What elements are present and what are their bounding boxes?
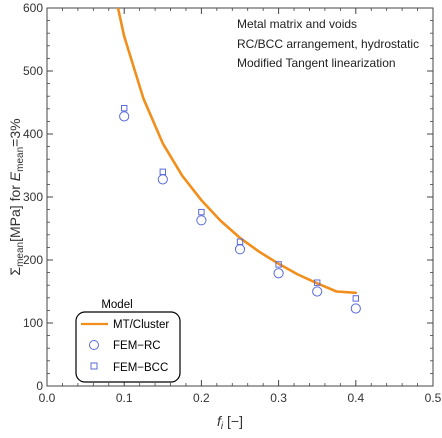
x-tick-label: 0.5: [425, 391, 442, 405]
x-tick-label: 0.1: [116, 391, 133, 405]
y-axis-title: Σmean[MPa] for Emean=3%: [7, 118, 26, 275]
y-tick-label: 600: [23, 1, 43, 15]
data-point-fem-bcc: [314, 279, 321, 286]
xlabel-main: f: [217, 413, 223, 429]
series-line-mt-cluster: [116, 8, 358, 295]
x-axis-title: fi [−]: [217, 413, 243, 432]
legend-label-fem-bcc: FEM−BCC: [113, 362, 168, 374]
data-point-fem-bcc: [352, 295, 360, 302]
axes: 0.0 0.1 0.2 0.3 0.4 0.5 0 100 200 300 400 500 600: [23, 1, 442, 405]
data-point-fem-rc: [234, 244, 246, 255]
ylabel-sigma-sub: mean: [15, 242, 26, 267]
data-point-fem-rc: [196, 215, 207, 226]
svg-text:fi [−]: fi [−]: [217, 413, 243, 432]
annotations: Metal matrix and voids RC/BCC arrangemen…: [237, 17, 419, 70]
y-tick-label: 300: [23, 190, 43, 204]
data-point-fem-bcc: [159, 168, 167, 176]
y-tick-label: 400: [23, 127, 43, 141]
y-tick-label: 0: [36, 379, 43, 393]
x-tick-label: 0.3: [270, 391, 287, 405]
data-point-fem-bcc: [236, 238, 244, 245]
ylabel-rest: =3%: [7, 118, 23, 146]
annotation-line-1: Metal matrix and voids: [237, 17, 357, 31]
legend-title: Model: [101, 299, 132, 311]
x-tick-label: 0.2: [193, 391, 210, 405]
legend-label-mt-cluster: MT/Cluster: [113, 319, 169, 331]
ylabel-sigma: Σ: [7, 267, 23, 276]
data-point-fem-rc: [157, 174, 168, 185]
x-tick-label: 0.0: [39, 391, 56, 405]
annotation-line-3: Modified Tangent linearization: [237, 56, 396, 70]
curve-layer: [116, 8, 358, 295]
ylabel-mid: [MPa] for: [7, 181, 23, 242]
svg-text:Σmean[MPa] for Emean=3%: Σmean[MPa] for Emean=3%: [7, 118, 26, 275]
legend-box: [75, 311, 181, 383]
legend-swatch-fem-rc: [89, 340, 99, 350]
data-point-fem-bcc: [198, 208, 205, 216]
marker-layer: [119, 104, 361, 314]
data-point-fem-bcc: [275, 261, 282, 268]
ylabel-E: E: [7, 171, 23, 181]
data-point-fem-bcc: [121, 104, 128, 112]
data-point-fem-rc: [312, 286, 323, 297]
y-tick-label: 500: [23, 64, 43, 78]
legend: Model MT/Cluster FEM−RC FEM−BCC: [75, 299, 181, 383]
ylabel-E-sub: mean: [15, 147, 26, 172]
y-tick-label: 200: [23, 253, 43, 267]
xlabel-rest: [−]: [223, 413, 243, 429]
x-tick-label: 0.4: [347, 391, 364, 405]
data-point-fem-rc: [273, 268, 284, 279]
data-point-fem-rc: [350, 303, 361, 314]
xlabel-sub: i: [221, 421, 224, 432]
legend-label-fem-rc: FEM−RC: [113, 340, 161, 352]
data-point-fem-rc: [119, 111, 130, 122]
legend-swatch-fem-bcc: [90, 362, 98, 370]
annotation-line-2: RC/BCC arrangement, hydrostatic: [237, 37, 419, 51]
y-tick-label: 100: [23, 316, 43, 330]
